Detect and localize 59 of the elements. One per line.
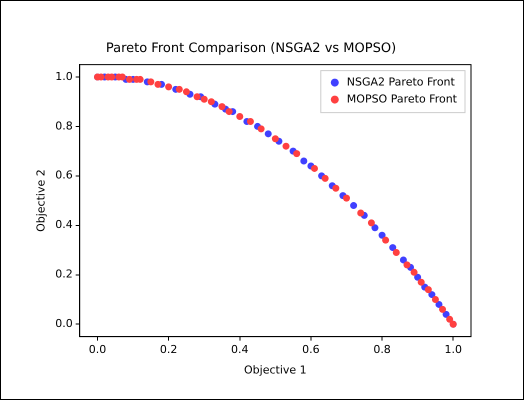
- point: [165, 83, 172, 90]
- point: [258, 125, 265, 132]
- point: [293, 150, 300, 158]
- point: [332, 184, 340, 192]
- chart-title: Pareto Front Comparison (NSGA2 vs MOPSO): [106, 41, 396, 56]
- y-tick-label: 0.4: [55, 218, 73, 232]
- point: [272, 135, 279, 142]
- x-tick-label: 0.8: [373, 343, 391, 356]
- x-tick-label: 0.0: [88, 343, 106, 356]
- point: [154, 80, 162, 88]
- point: [208, 98, 215, 106]
- point: [126, 76, 133, 83]
- point: [350, 202, 358, 210]
- point: [446, 316, 454, 323]
- point: [371, 224, 378, 232]
- point: [322, 174, 329, 182]
- point: [264, 130, 272, 138]
- point: [200, 96, 208, 103]
- point: [194, 93, 201, 100]
- point: [226, 108, 233, 116]
- point: [378, 232, 386, 239]
- point: [236, 113, 244, 120]
- x-axis-title: Objective 1: [244, 363, 307, 376]
- y-tick-label: 0.2: [55, 268, 73, 281]
- point: [410, 268, 418, 276]
- y-tick-label: 0.0: [55, 317, 73, 330]
- point: [424, 286, 432, 294]
- legend-label: MOPSO Pareto Front: [346, 92, 458, 106]
- point: [435, 300, 442, 308]
- y-tick-label: 0.6: [55, 168, 73, 182]
- point: [182, 88, 190, 96]
- point: [428, 291, 436, 298]
- point: [389, 244, 396, 252]
- point: [392, 249, 400, 256]
- x-tick-label: 0.4: [231, 343, 249, 356]
- point: [432, 296, 439, 304]
- point: [439, 306, 446, 313]
- point: [342, 194, 350, 202]
- y-tick-label: 1.0: [55, 70, 73, 83]
- x-tick-label: 1.0: [444, 343, 462, 356]
- point: [310, 164, 318, 172]
- point: [246, 118, 254, 125]
- point: [176, 86, 183, 93]
- y-axis-title: Objective 2: [34, 169, 48, 232]
- point: [357, 209, 364, 216]
- legend-label: NSGA2 Pareto Front: [346, 75, 456, 88]
- point: [400, 256, 407, 264]
- x-tick-label: 0.6: [302, 343, 320, 356]
- point: [382, 236, 390, 244]
- x-tick-label: 0.2: [160, 343, 178, 356]
- point: [218, 103, 226, 110]
- point: [300, 158, 308, 165]
- point: [418, 278, 425, 286]
- point: [368, 219, 375, 226]
- point: [147, 78, 154, 86]
- y-tick-label: 0.8: [55, 119, 73, 132]
- point: [442, 310, 450, 318]
- point: [403, 261, 410, 268]
- point: [282, 142, 290, 150]
